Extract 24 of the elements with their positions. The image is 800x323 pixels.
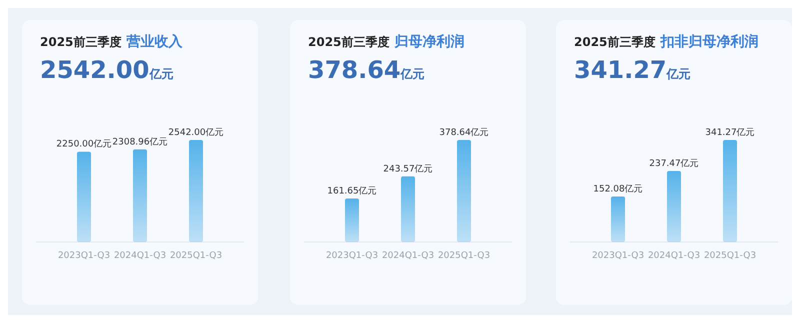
- x-tick-label: 2025Q1-Q3: [704, 251, 756, 261]
- data-label: 161.65亿元: [327, 185, 377, 196]
- data-label: 2542.00亿元: [168, 127, 224, 138]
- x-tick-label: 2024Q1-Q3: [648, 251, 700, 261]
- data-label: 378.64亿元: [439, 127, 489, 138]
- chart-subtitle: 341.27亿元: [574, 56, 691, 84]
- data-label: 2308.96亿元: [112, 136, 168, 148]
- data-label: 341.27亿元: [705, 127, 755, 138]
- x-tick-label: 2023Q1-Q3: [58, 251, 110, 261]
- x-tick-label: 2024Q1-Q3: [114, 251, 166, 261]
- data-label: 237.47亿元: [649, 158, 699, 170]
- chart-title: 2025前三季度 营业收入: [40, 34, 184, 50]
- data-label: 243.57亿元: [383, 163, 433, 174]
- chart-title: 2025前三季度 扣非归母净利润: [574, 33, 758, 50]
- x-tick-label: 2023Q1-Q3: [326, 251, 378, 261]
- data-label: 152.08亿元: [593, 184, 643, 195]
- chart-subtitle: 378.64亿元: [308, 56, 425, 84]
- x-tick-label: 2025Q1-Q3: [170, 251, 222, 261]
- chart-title: 2025前三季度 归母净利润: [308, 33, 464, 50]
- x-tick-label: 2024Q1-Q3: [382, 251, 434, 261]
- x-tick-label: 2025Q1-Q3: [438, 251, 490, 261]
- data-label: 2250.00亿元: [56, 138, 112, 150]
- chart-subtitle: 2542.00亿元: [40, 56, 174, 84]
- x-tick-label: 2023Q1-Q3: [592, 251, 644, 261]
